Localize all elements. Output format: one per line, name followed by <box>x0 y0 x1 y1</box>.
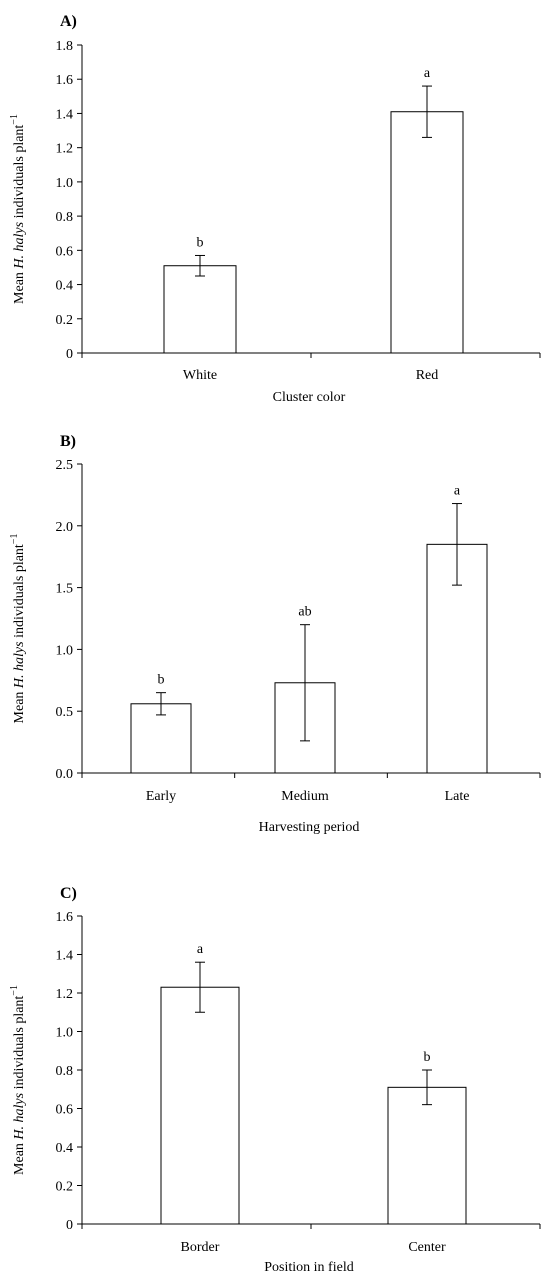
category-label: Late <box>445 789 470 804</box>
y-tick-label: 1.8 <box>56 39 74 54</box>
significance-letter: b <box>197 235 204 250</box>
category-label: Border <box>181 1240 220 1255</box>
y-tick-label: 0.6 <box>56 244 74 259</box>
significance-letter: ab <box>298 605 311 620</box>
y-tick-label: 0.2 <box>56 1180 74 1195</box>
y-tick-label: 1.5 <box>56 582 74 597</box>
significance-letter: a <box>424 66 431 81</box>
y-axis-title: Mean H. halys individuals plant−1 <box>9 985 27 1175</box>
y-tick-label: 1.0 <box>56 1026 74 1041</box>
x-axis-title: Harvesting period <box>259 820 360 835</box>
x-axis-title: Cluster color <box>273 390 346 405</box>
y-axis-title: Mean H. halys individuals plant−1 <box>9 534 27 724</box>
bar-border <box>160 986 240 1225</box>
y-tick-label: 2.0 <box>56 520 74 535</box>
y-tick-label: 1.4 <box>56 107 74 122</box>
y-tick-label: 0.8 <box>56 210 74 225</box>
y-axis-title: Mean H. halys individuals plant−1 <box>9 114 27 304</box>
bar-center <box>387 1086 467 1225</box>
bar-red <box>390 111 464 354</box>
y-tick-label: 1.2 <box>56 142 74 157</box>
y-tick-label: 1.2 <box>56 987 74 1002</box>
panel-label: B) <box>60 433 76 450</box>
panel-label: C) <box>60 885 77 902</box>
chart-panel-2: B) 0.0 0.5 1.0 1.5 2.0 2.5 b Early ab Medium a Late H… <box>9 433 541 835</box>
y-tick-label: 1.4 <box>56 949 74 964</box>
x-axis-title: Position in field <box>264 1260 353 1275</box>
significance-letter: b <box>158 673 165 688</box>
y-tick-label: 1.6 <box>56 910 74 925</box>
category-label: Early <box>146 789 176 804</box>
category-label: White <box>183 368 217 383</box>
y-tick-label: 0.4 <box>56 1141 74 1156</box>
y-tick-label: 2.5 <box>56 458 74 473</box>
significance-letter: b <box>424 1050 431 1065</box>
y-tick-label: 0.4 <box>56 279 74 294</box>
category-label: Medium <box>281 789 329 804</box>
y-tick-label: 0.0 <box>56 767 74 782</box>
bar-early <box>130 703 192 774</box>
y-tick-label: 1.0 <box>56 643 74 658</box>
panel-label: A) <box>60 13 77 30</box>
significance-letter: a <box>197 942 204 957</box>
bar-white <box>163 265 237 354</box>
chart-panel-1: A) 0 0.2 0.4 0.6 0.8 1.0 1.2 1.4 1.6 1.8 b White a Red… <box>9 13 541 405</box>
category-label: Center <box>408 1240 446 1255</box>
y-tick-label: 0.2 <box>56 313 74 328</box>
y-tick-label: 0.5 <box>56 705 74 720</box>
y-tick-label: 1.6 <box>56 73 74 88</box>
significance-letter: a <box>454 484 461 499</box>
y-tick-label: 1.0 <box>56 176 74 191</box>
y-tick-label: 0.8 <box>56 1064 74 1079</box>
y-tick-label: 0 <box>66 347 73 362</box>
y-tick-label: 0.6 <box>56 1103 74 1118</box>
category-label: Red <box>416 368 439 383</box>
chart-panel-3: C) 0 0.2 0.4 0.6 0.8 1.0 1.2 1.4 1.6 a Border b Cente… <box>9 885 541 1275</box>
y-tick-label: 0 <box>66 1218 73 1233</box>
